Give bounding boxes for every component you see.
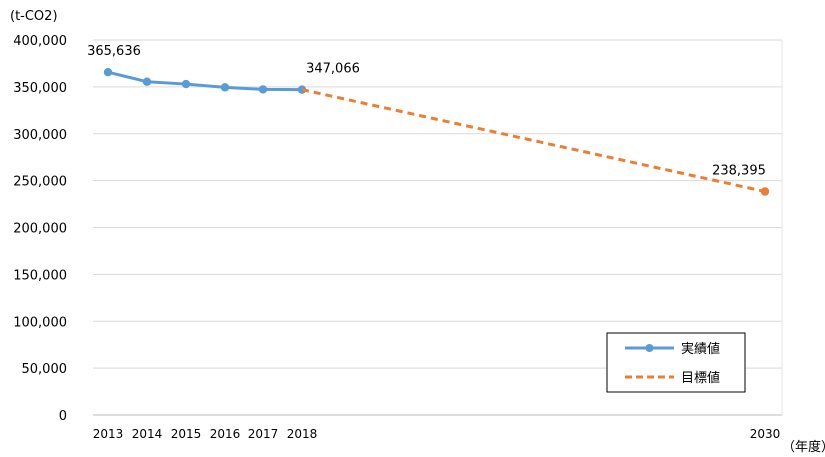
legend-marker-actual: [645, 344, 654, 352]
legend-box: [606, 332, 746, 393]
legend-label-actual: 実績値: [681, 341, 720, 357]
data-label: 347,066: [306, 62, 360, 77]
y-tick-label: 50,000: [22, 362, 68, 377]
data-point: [258, 85, 268, 94]
data-label: 238,395: [712, 164, 766, 179]
series-lines: [103, 68, 770, 196]
y-axis-ticks: 0 50,000 100,000 150,000 200,000 250,000 300,0…: [13, 34, 67, 424]
x-tick-label: 2030: [750, 427, 781, 441]
y-tick-label: 400,000: [13, 34, 67, 49]
data-point: [181, 79, 191, 89]
data-label: 365,636: [87, 44, 141, 59]
y-axis-unit-label: (t-CO2): [10, 9, 58, 24]
legend-label-target: 目標値: [681, 370, 720, 386]
series-line: [301, 88, 766, 193]
data-point: [142, 77, 152, 86]
x-axis-ticks: 2013 2014 2015 2016 2017 2018 2030: [93, 427, 781, 441]
y-tick-label: 300,000: [13, 128, 67, 143]
axes: [93, 40, 783, 416]
y-tick-label: 350,000: [13, 81, 67, 96]
data-point: [103, 68, 113, 77]
data-labels: 365,636 347,066 238,395: [87, 44, 766, 178]
y-tick-label: 150,000: [13, 268, 67, 283]
x-tick-label: 2014: [132, 427, 163, 441]
y-tick-label: 100,000: [13, 315, 67, 330]
y-tick-label: 250,000: [13, 175, 67, 190]
y-tick-label: 0: [59, 409, 67, 424]
grid-lines: [93, 39, 782, 369]
data-point: [220, 83, 230, 92]
x-tick-label: 2017: [248, 427, 279, 441]
legend: 実績値 目標値: [606, 332, 746, 393]
x-tick-label: 2016: [210, 427, 241, 441]
x-tick-label: 2015: [171, 427, 202, 441]
x-tick-label: 2018: [287, 427, 318, 441]
series-line: [106, 70, 304, 92]
x-axis-unit-label: （年度）: [782, 439, 825, 455]
data-point: [760, 187, 770, 196]
x-tick-label: 2013: [93, 427, 124, 441]
y-tick-label: 200,000: [13, 222, 67, 237]
